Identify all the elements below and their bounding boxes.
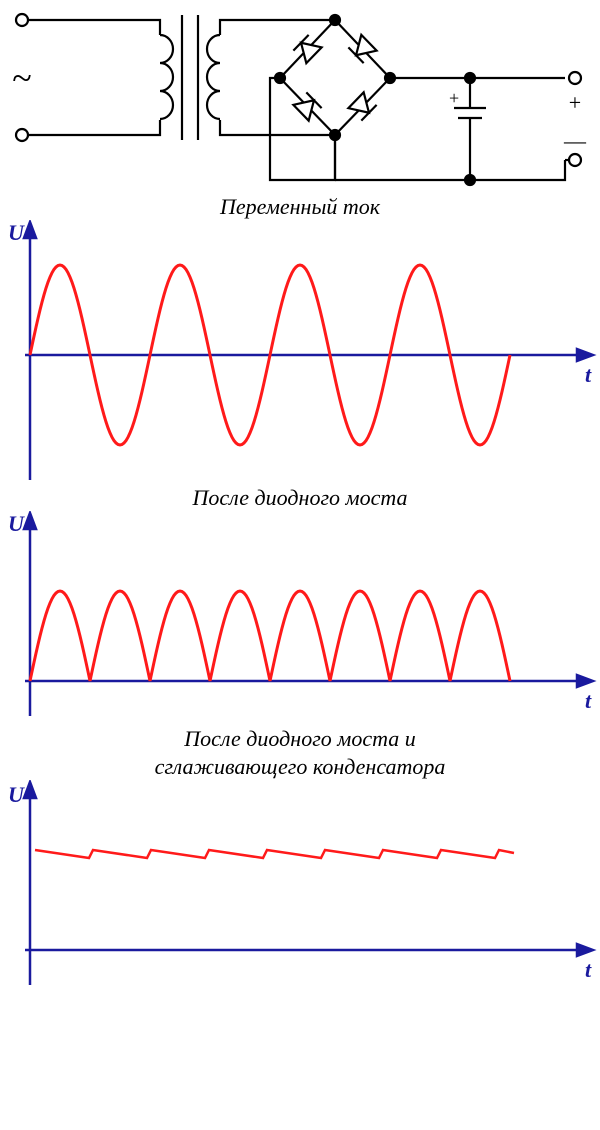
graph2-title: После диодного моста <box>0 485 600 511</box>
graph3: U t <box>0 780 600 1000</box>
graph3-x-label: t <box>585 957 592 982</box>
rectified-wave <box>30 591 510 681</box>
transformer-primary <box>160 35 173 119</box>
output-terminal-minus <box>569 154 581 166</box>
smoothing-capacitor: + <box>449 78 486 160</box>
graph1-x-label: t <box>585 362 592 387</box>
svg-text:+: + <box>449 88 459 108</box>
output-terminal-plus <box>569 72 581 84</box>
graph1: U t <box>0 220 600 495</box>
input-terminal-bottom <box>16 129 28 141</box>
graph3-title-line1: После диодного моста и <box>184 726 415 751</box>
input-terminal-top <box>16 14 28 26</box>
ac-source-symbol: ~ <box>12 58 31 98</box>
circuit-schematic: ~ <box>0 0 600 190</box>
smoothed-wave <box>35 850 514 858</box>
graph2-y-label: U <box>8 511 25 536</box>
graph3-y-label: U <box>8 782 25 807</box>
diode-bridge <box>275 15 395 140</box>
output-plus-label: + <box>569 90 581 115</box>
graph2: U t <box>0 511 600 731</box>
graph3-title-line2: сглаживающего конденсатора <box>155 754 446 779</box>
transformer-secondary <box>207 35 220 119</box>
graph1-y-label: U <box>8 220 25 245</box>
graph2-x-label: t <box>585 688 592 713</box>
output-minus-label: — <box>563 128 587 153</box>
graph1-title: Переменный ток <box>0 194 600 220</box>
